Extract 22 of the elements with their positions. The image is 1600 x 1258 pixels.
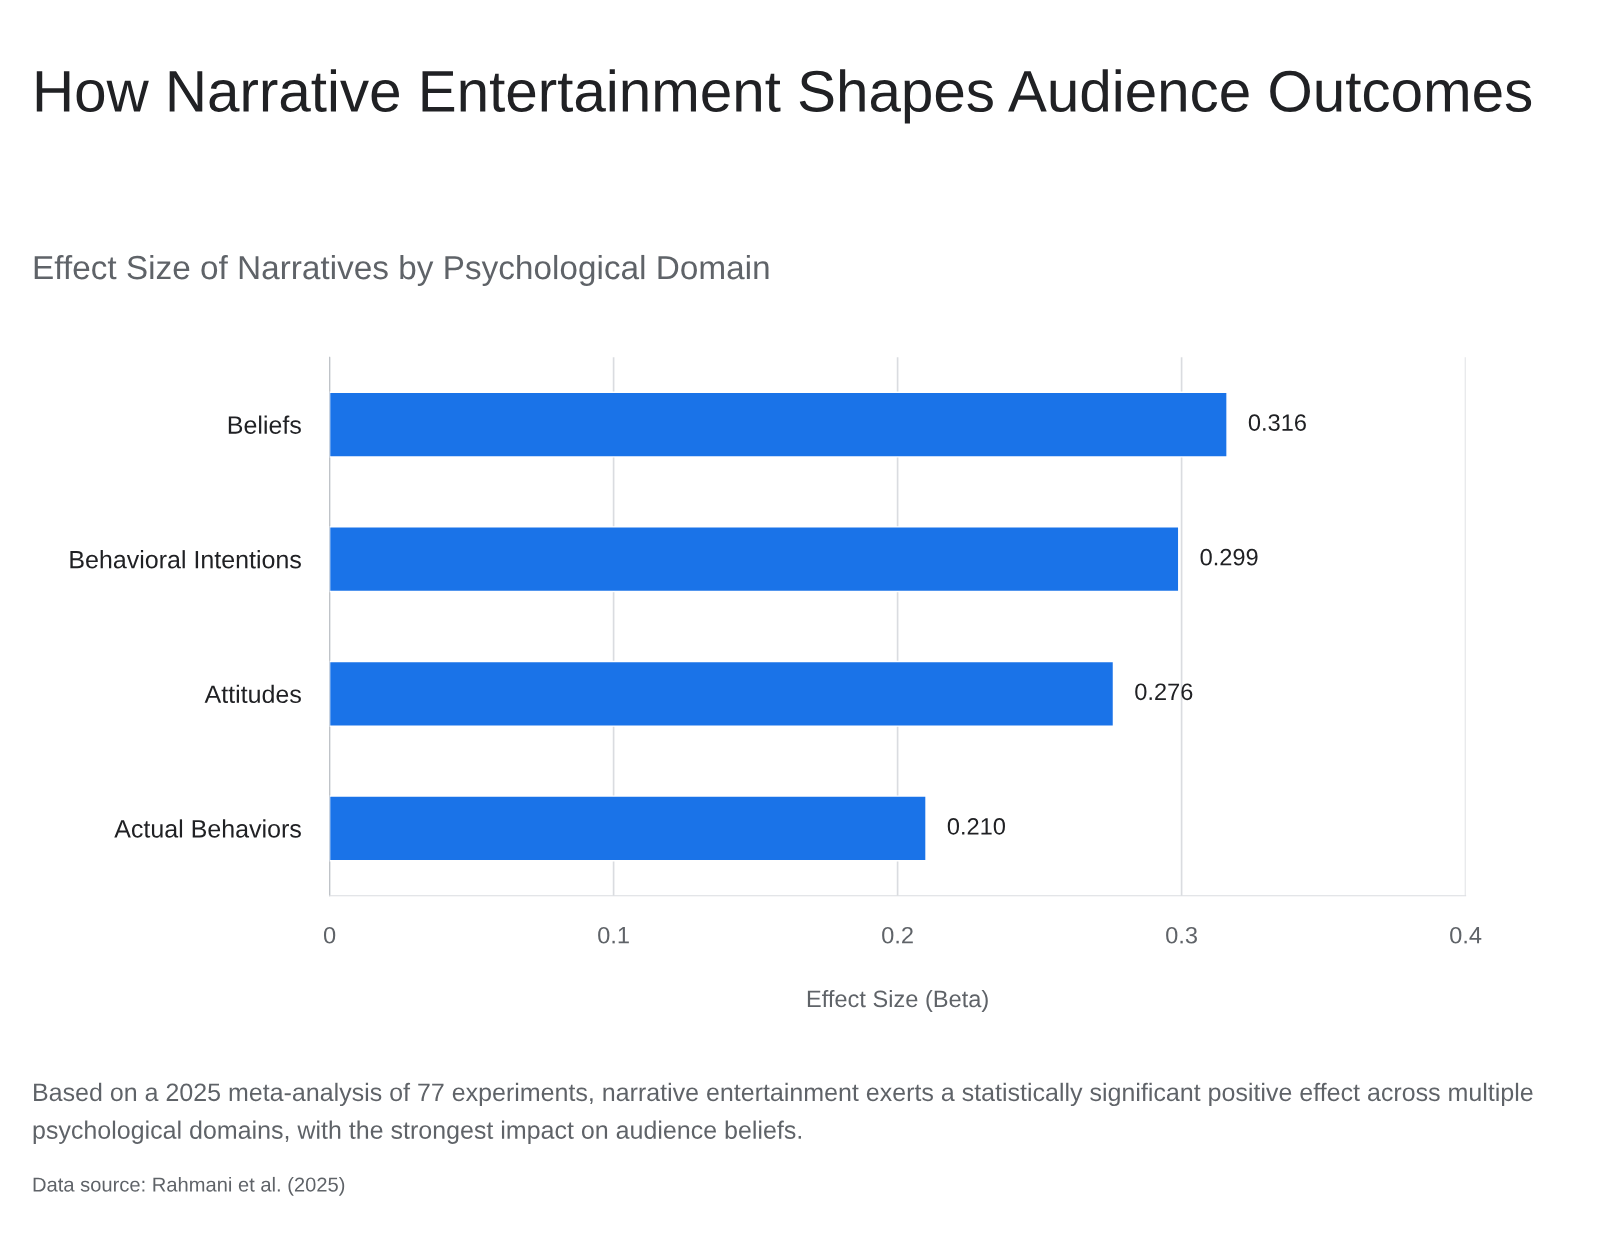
data-label: 0.316 xyxy=(1248,414,1306,431)
source-note: Data source: Rahmani et al. (2025) xyxy=(33,1176,345,1196)
data-label: 0.210 xyxy=(947,818,1005,835)
x-tick-label: 0.2 xyxy=(882,926,913,944)
x-tick-label: 0.3 xyxy=(1166,926,1197,944)
x-axis-title: Effect Size (Beta) xyxy=(807,989,988,1012)
y-tick-label: Attitudes xyxy=(204,684,301,704)
text: Based on a 2025 meta-analysis of 77 experiments, narrative entertainment exerts a statistically significant positive effect across multiple psychological domains, with the strongest impact on audience beliefs. xyxy=(33,1082,1533,1144)
y-tick-label: Actual Behaviors xyxy=(114,819,301,838)
bar xyxy=(329,795,927,862)
bar xyxy=(329,526,1180,593)
x-tick-label: 0.4 xyxy=(1450,926,1482,944)
chart-subtitle: Effect Size of Narratives by Psychological Domain xyxy=(34,254,769,287)
bar xyxy=(329,391,1228,458)
x-tick-label: 0 xyxy=(323,926,336,944)
data-label: 0.276 xyxy=(1135,683,1193,701)
x-tick-label: 0.1 xyxy=(598,926,629,944)
y-tick-label: Behavioral Intentions xyxy=(70,550,301,569)
chart-title: How Narrative Entertainment Shapes Audience Outcomes xyxy=(36,69,1532,124)
y-tick-label: Beliefs xyxy=(228,415,301,434)
bar xyxy=(329,660,1115,727)
data-label: 0.299 xyxy=(1200,548,1258,566)
